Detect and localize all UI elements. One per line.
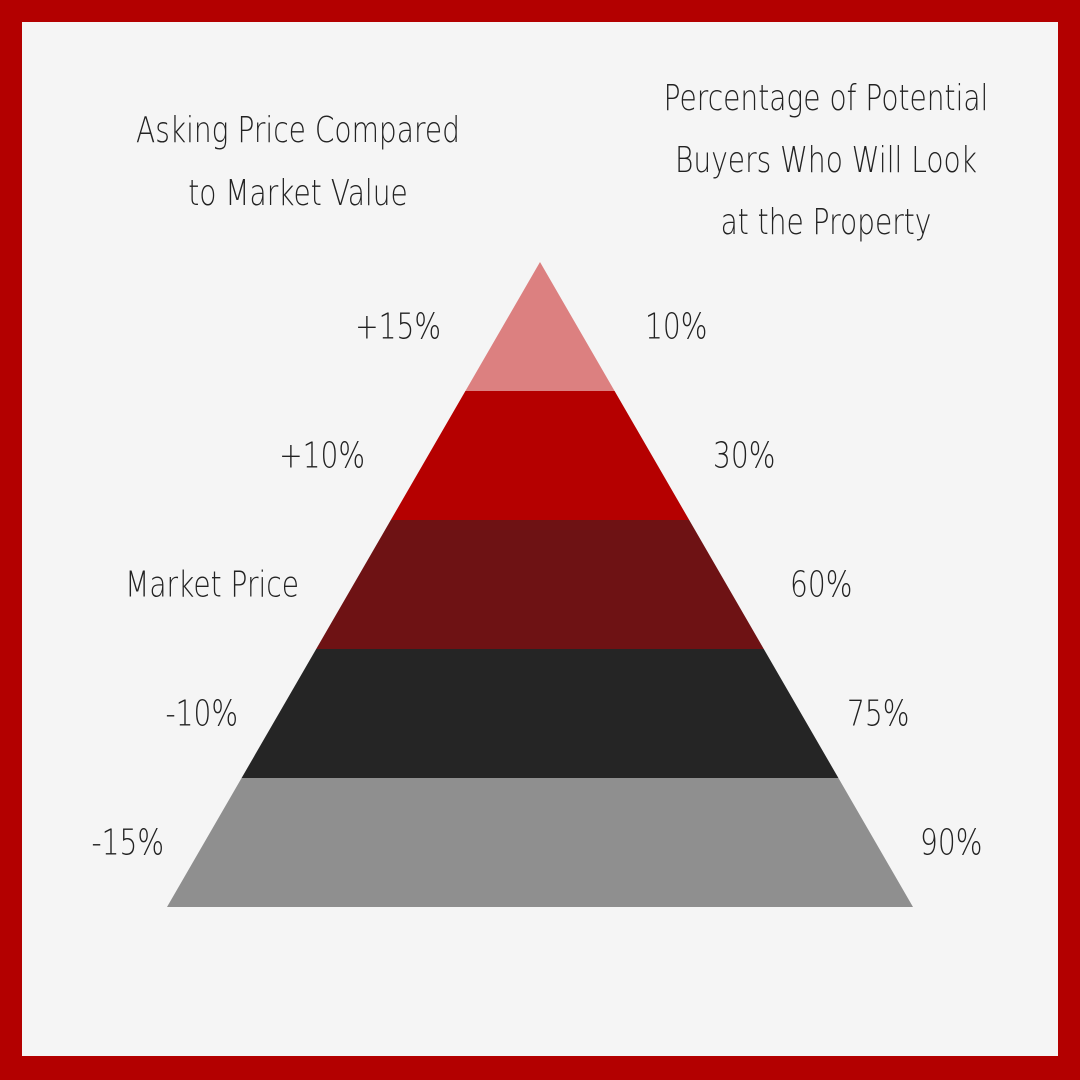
asking-price-label: -15% xyxy=(91,821,164,863)
right-header-line: Buyers Who Will Look xyxy=(675,139,977,181)
right-header-line: at the Property xyxy=(721,201,932,243)
buyers-percentage-label: 10% xyxy=(645,305,707,347)
pyramid-layer xyxy=(316,520,764,649)
pyramid-layer xyxy=(390,391,690,520)
buyers-percentage-label: 60% xyxy=(790,563,852,605)
left-header-line: to Market Value xyxy=(188,172,408,214)
asking-price-label: +10% xyxy=(279,434,365,476)
buyers-percentage-label: 90% xyxy=(920,821,982,863)
buyers-percentage-label: 30% xyxy=(713,434,775,476)
asking-price-label: Market Price xyxy=(125,563,299,605)
left-header-line: Asking Price Compared xyxy=(136,109,460,151)
buyers-percentage-label: 75% xyxy=(847,692,909,734)
asking-price-label: -10% xyxy=(165,692,238,734)
asking-price-label: +15% xyxy=(355,305,441,347)
pyramid-layer xyxy=(465,262,615,391)
pyramid-layer xyxy=(167,778,913,907)
pyramid-layer xyxy=(241,649,839,778)
right-header-line: Percentage of Potential xyxy=(664,77,989,119)
